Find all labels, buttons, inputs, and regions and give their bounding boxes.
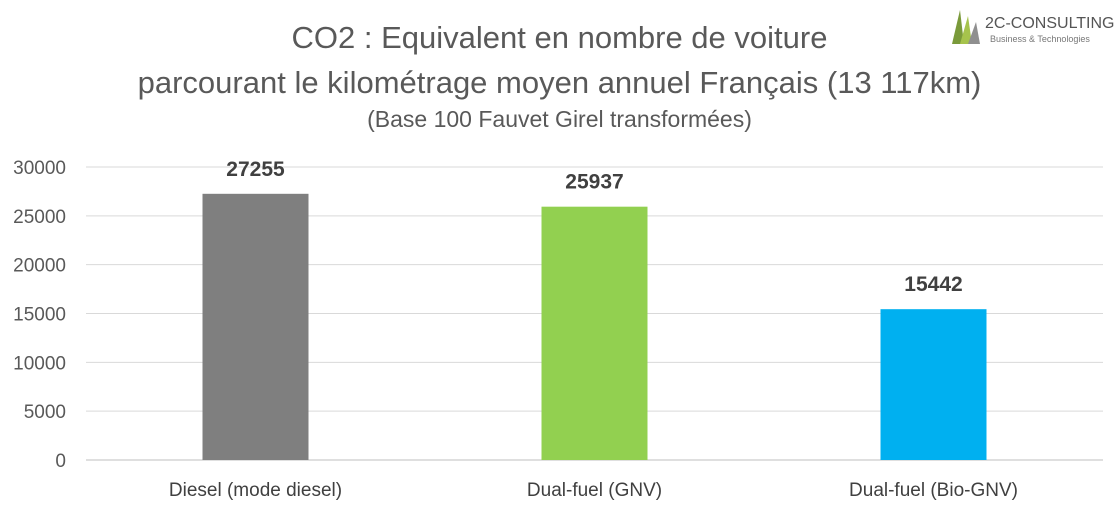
y-tick-label: 20000 (13, 256, 66, 277)
chart-subtitle: (Base 100 Fauvet Girel transformées) (367, 106, 752, 132)
chart-title-line2: parcourant le kilométrage moyen annuel F… (137, 65, 982, 100)
y-tick-label: 15000 (13, 305, 66, 326)
logo-name: 2C-CONSULTING (985, 15, 1115, 32)
bar (880, 309, 987, 460)
x-category-label: Diesel (mode diesel) (169, 480, 342, 501)
y-tick-label: 5000 (24, 402, 66, 423)
data-label: 27255 (226, 158, 285, 181)
bar (541, 206, 648, 460)
data-label: 15442 (904, 273, 962, 296)
company-logo: 2C-CONSULTING Business & Technologies (950, 6, 1115, 46)
y-tick-label: 30000 (13, 158, 66, 179)
logo-tagline: Business & Technologies (990, 34, 1090, 44)
chart-title: CO2 : Equivalent en nombre de voiture (291, 20, 828, 55)
data-label: 25937 (565, 171, 623, 194)
logo-mark-icon (952, 10, 980, 44)
x-category-label: Dual-fuel (GNV) (527, 480, 662, 501)
bar (202, 193, 309, 460)
x-category-label: Dual-fuel (Bio-GNV) (849, 480, 1018, 501)
y-tick-label: 25000 (13, 207, 66, 228)
y-tick-label: 0 (55, 451, 66, 472)
y-tick-label: 10000 (13, 353, 66, 374)
